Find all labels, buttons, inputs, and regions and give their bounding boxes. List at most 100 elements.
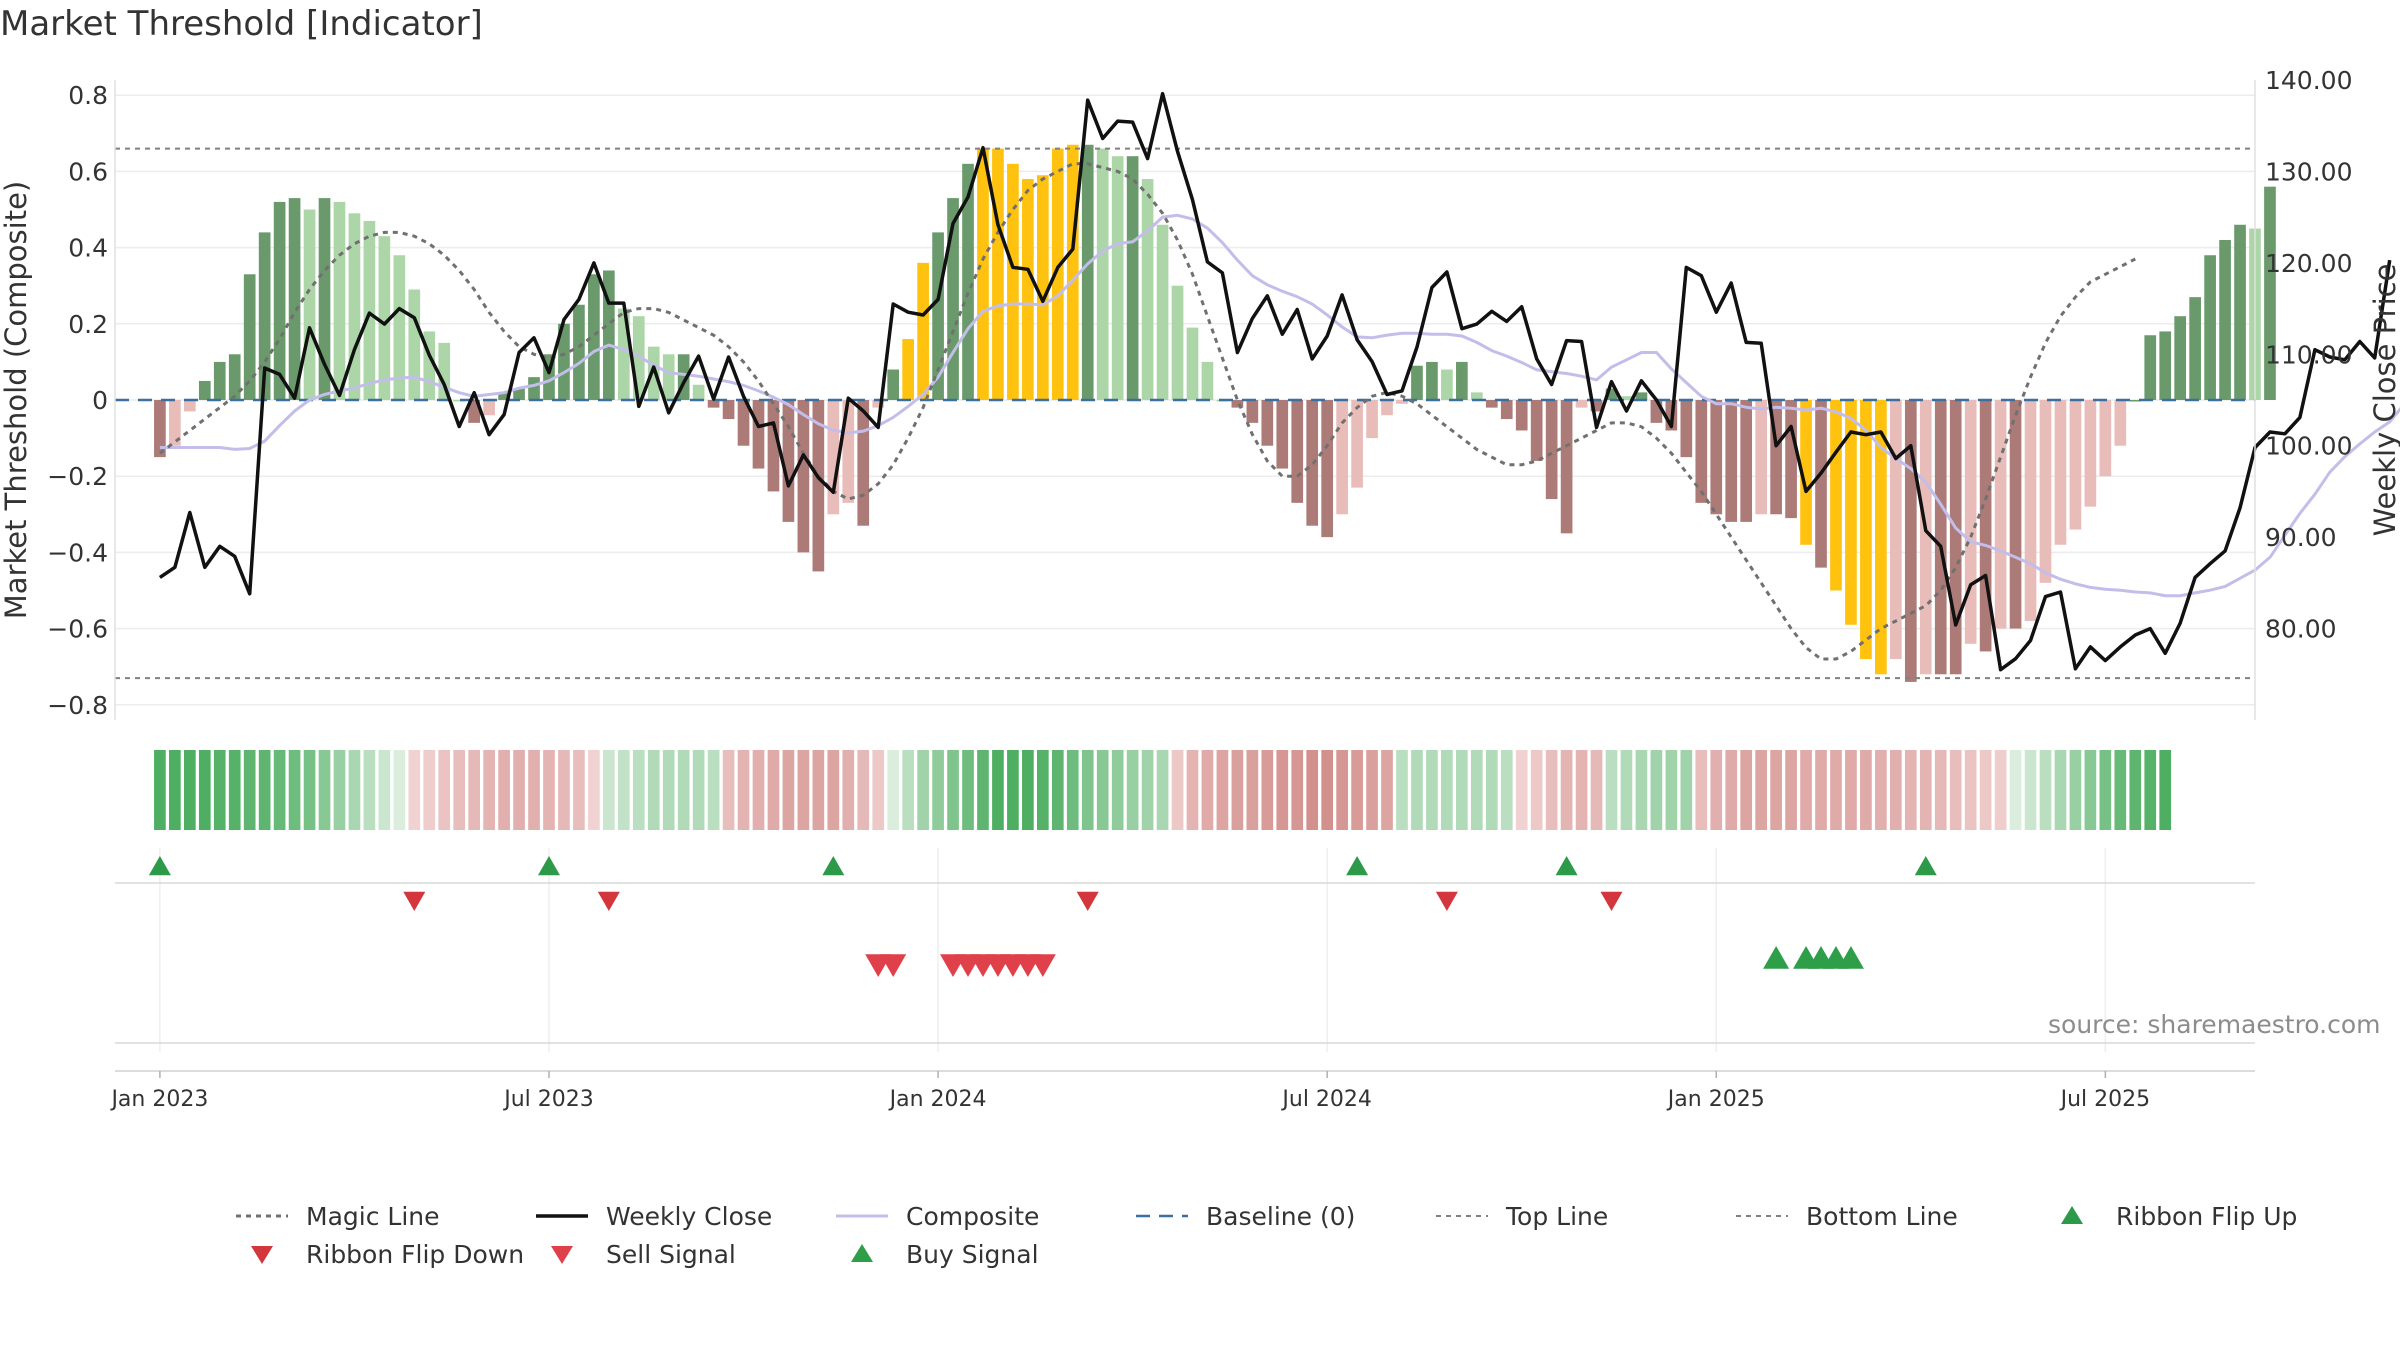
- ribbon-cell: [468, 750, 480, 830]
- ribbon-cell: [333, 750, 346, 830]
- ribbon-cell: [1066, 750, 1079, 830]
- x-tick-label: Jan 2024: [888, 1087, 987, 1112]
- y-tick-label: 0.8: [68, 81, 108, 110]
- ribbon-cell: [1485, 750, 1498, 830]
- composite-bar: [977, 148, 989, 400]
- composite-bar: [1934, 400, 1947, 675]
- composite-bar: [1740, 400, 1753, 522]
- ribbon-cell: [1680, 750, 1693, 830]
- composite-bar: [962, 163, 974, 400]
- ribbon-cell: [992, 750, 1004, 830]
- legend-item: Bottom Line: [1732, 1198, 1958, 1234]
- composite-bar: [468, 400, 480, 423]
- composite-bar: [677, 354, 690, 400]
- ribbon-cell: [498, 750, 510, 830]
- composite-bar: [857, 400, 870, 526]
- x-tick-label: Jul 2023: [502, 1087, 594, 1112]
- composite-bar: [1904, 400, 1917, 682]
- composite-bar: [558, 323, 570, 400]
- legend-item: Sell Signal: [532, 1236, 736, 1272]
- ribbon-cell: [1635, 750, 1648, 830]
- composite-bar: [2129, 400, 2142, 402]
- legend-label: Magic Line: [306, 1201, 440, 1231]
- legend-swatch: [251, 1246, 273, 1264]
- ribbon-cell: [543, 750, 555, 830]
- ribbon-cell: [1560, 750, 1573, 830]
- ribbon-cell: [1171, 750, 1184, 830]
- composite-bar: [1815, 400, 1827, 568]
- composite-bar: [1201, 361, 1214, 400]
- ribbon-cell: [393, 750, 406, 830]
- x-tick-label: Jul 2025: [2059, 1087, 2151, 1112]
- ribbon-cell: [1036, 750, 1049, 830]
- chart-title: Market Threshold [Indicator]: [0, 4, 483, 44]
- composite-bar: [348, 213, 361, 400]
- composite-bar: [1979, 400, 1992, 652]
- composite-bar: [2009, 400, 2022, 629]
- ribbon-cell: [632, 750, 645, 830]
- y-tick-label: 0.6: [68, 157, 108, 186]
- composite-bar: [842, 400, 855, 503]
- composite-bar: [1246, 400, 1259, 423]
- x-tick-label: Jan 2023: [109, 1087, 208, 1112]
- ribbon-cell: [1216, 750, 1229, 830]
- legend-item: Composite: [832, 1198, 1039, 1234]
- legend-label: Ribbon Flip Down: [306, 1239, 525, 1269]
- composite-bar: [1890, 400, 1902, 660]
- composite-bar: [1500, 400, 1513, 420]
- composite-bar: [782, 400, 795, 522]
- composite-bar: [737, 400, 750, 446]
- legend-label: Sell Signal: [606, 1239, 736, 1269]
- composite-bar: [1456, 361, 1468, 400]
- x-tick-label: Jul 2024: [1280, 1087, 1372, 1112]
- composite-bar: [2099, 400, 2112, 477]
- composite-bar: [872, 400, 885, 408]
- composite-bar: [408, 289, 421, 400]
- composite-bar: [2114, 400, 2127, 446]
- composite-bar: [1186, 327, 1199, 400]
- ribbon-cell: [1441, 750, 1453, 830]
- composite-bar: [1545, 400, 1558, 500]
- composite-bar: [1770, 400, 1782, 515]
- ribbon-cell: [513, 750, 525, 830]
- gridlines: [115, 94, 2255, 1052]
- composite-bar: [1994, 400, 2007, 629]
- ribbon-cell: [1141, 750, 1154, 830]
- composite-bar: [1036, 175, 1049, 400]
- ribbon-cell: [2114, 750, 2127, 830]
- ribbon-cell: [872, 750, 885, 830]
- ribbon-cell: [917, 750, 929, 830]
- ribbon-cell: [1800, 750, 1812, 830]
- composite-bar: [2054, 400, 2067, 545]
- composite-bar: [513, 388, 525, 400]
- legend-swatch: [236, 1214, 288, 1218]
- ribbon-cell: [1396, 750, 1408, 830]
- composite-bar: [2174, 316, 2187, 400]
- ribbon-cell: [318, 750, 331, 830]
- ribbon-cell: [1545, 750, 1558, 830]
- composite-bar: [1530, 400, 1543, 461]
- y-tick-label: 0.4: [68, 234, 108, 263]
- ribbon-cell: [1949, 750, 1962, 830]
- ribbon-cell: [213, 750, 226, 830]
- legend-swatch: [836, 1214, 888, 1218]
- legend-swatch: [851, 1244, 873, 1262]
- ribbon-cell: [273, 750, 286, 830]
- ribbon-cell: [1246, 750, 1259, 830]
- composite-bar: [2204, 255, 2216, 400]
- composite-bar: [228, 354, 241, 400]
- signal-markers: [148, 856, 1937, 977]
- composite-bar: [827, 400, 840, 515]
- composite-bar: [1650, 400, 1663, 423]
- ribbon-cell: [782, 750, 795, 830]
- ribbon-flip-up-marker: [1555, 856, 1578, 876]
- composite-line: [159, 213, 2400, 598]
- composite-bar: [1291, 400, 1304, 503]
- composite-bar: [1830, 400, 1842, 591]
- y2-tick-label: 140.00: [2265, 66, 2352, 95]
- composite-bar: [1485, 400, 1498, 408]
- composite-bar: [1560, 400, 1573, 534]
- ribbon-cell: [2129, 750, 2142, 830]
- composite-bar: [752, 400, 765, 469]
- ribbon-cell: [1351, 750, 1363, 830]
